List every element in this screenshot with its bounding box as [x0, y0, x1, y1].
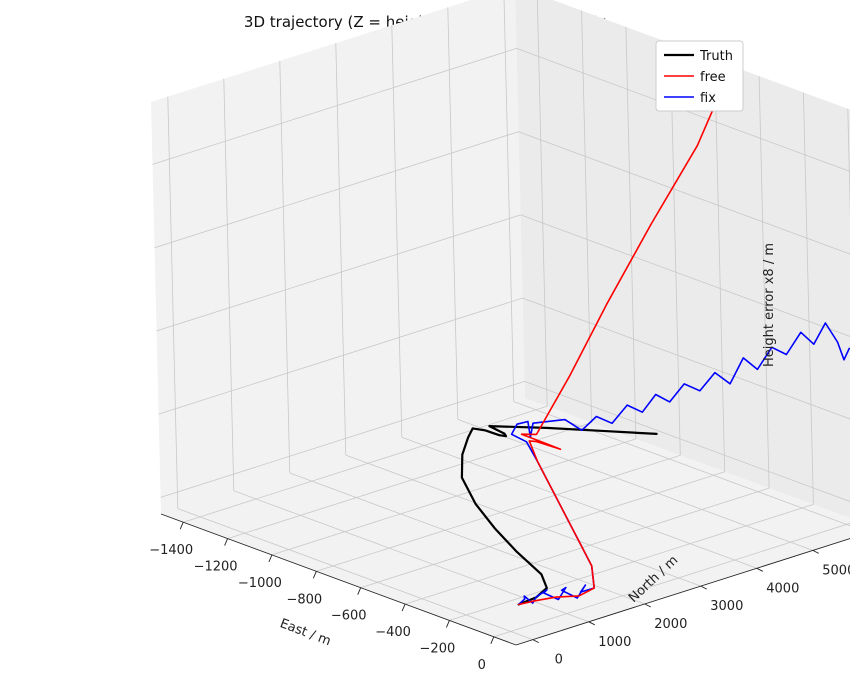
grid-line [457, 419, 813, 551]
grid-line [581, 10, 592, 423]
legend: Truth free fix [655, 40, 744, 112]
grid-line [520, 214, 850, 337]
grid-line [516, 48, 850, 172]
x-tick-label: 0 [478, 658, 486, 673]
x-tick-label: −1000 [238, 576, 282, 591]
grid-line [847, 108, 850, 216]
x-tick-label: −800 [286, 592, 322, 607]
grid-line [449, 504, 814, 621]
grid-line [223, 78, 235, 491]
grid-line [160, 381, 525, 498]
grid-line [758, 76, 770, 489]
grid-line [513, 401, 850, 527]
grid-line [669, 43, 681, 456]
x-tick-mark [224, 538, 229, 546]
z-axis-title: Height error x8 / m [762, 243, 777, 367]
y-tick-label: 1000 [598, 635, 631, 650]
y-tick-mark [588, 621, 596, 626]
x-tick-mark [357, 587, 362, 595]
series-line-free [517, 83, 725, 606]
series-line-truth [460, 425, 658, 606]
x-tick-mark [445, 620, 450, 628]
x-tick-label: −600 [331, 609, 367, 624]
grid-line [183, 405, 548, 523]
grid-line [177, 508, 533, 640]
axis-panes [151, 0, 850, 645]
x-tick-mark [401, 603, 406, 612]
grid-line [316, 454, 681, 572]
y-tick-mark [812, 549, 820, 554]
grid-line [279, 60, 291, 474]
x-axis-ticks: −1400−1200−1000 −800 −600 −400 −200 0 [149, 522, 495, 673]
grid-line [167, 96, 179, 509]
grid-line [404, 487, 770, 605]
grid-line [360, 471, 725, 589]
grid-line [447, 7, 459, 420]
x-tick-mark [179, 522, 184, 530]
axis-lines [160, 513, 850, 646]
grid-line [335, 43, 347, 456]
axes-3d: −1400−1200−1000 −800 −600 −400 −200 0 0 1000 20… [149, 0, 850, 673]
grid-line [227, 422, 592, 539]
y-tick-mark [644, 603, 652, 608]
y-tick-label: 0 [555, 653, 563, 668]
grid-line [391, 25, 403, 438]
series-lines [460, 83, 850, 606]
grid-line [536, 0, 548, 407]
x-axis-title: East / m [278, 616, 333, 649]
grid-line [152, 48, 517, 165]
grid-line [345, 454, 701, 587]
grid-line [503, 0, 515, 402]
y-axis-line [515, 538, 850, 646]
grid-line [271, 438, 637, 556]
y-tick-mark [756, 567, 764, 572]
grid-line [156, 214, 521, 332]
left-pane [151, 0, 525, 514]
grid-line [289, 472, 645, 605]
y-tick-label: 3000 [710, 599, 743, 614]
grid-line [524, 381, 850, 502]
legend-label-truth: Truth [699, 49, 733, 64]
y-axis-ticks: 0100020003000400050006000 [532, 549, 850, 668]
x-tick-label: −1400 [149, 543, 193, 558]
x-tick-label: −400 [375, 625, 411, 640]
y-tick-label: 2000 [654, 617, 687, 632]
grid-line [518, 131, 850, 255]
y-tick-label: 4000 [766, 581, 799, 596]
x-tick-mark [490, 636, 495, 644]
grid-line [522, 297, 850, 420]
y-tick-mark [700, 585, 708, 590]
grid-line [154, 131, 519, 249]
floor-pane [161, 398, 850, 645]
y-tick-label: 5000 [822, 563, 850, 578]
grid-line [625, 26, 637, 439]
x-tick-label: −1200 [194, 560, 238, 575]
grid-line [714, 59, 726, 472]
x-axis-line [160, 513, 517, 646]
legend-label-free: free [700, 70, 726, 85]
legend-frame [655, 40, 744, 112]
x-tick-mark [312, 571, 317, 579]
grid-line [401, 436, 757, 569]
x-tick-label: −200 [420, 641, 456, 656]
grid-line [803, 92, 814, 505]
x-tick-mark [268, 554, 273, 563]
grid-line [158, 297, 523, 415]
legend-label-fix: fix [700, 91, 716, 106]
grid-line [493, 522, 850, 638]
y-tick-mark [532, 639, 540, 644]
